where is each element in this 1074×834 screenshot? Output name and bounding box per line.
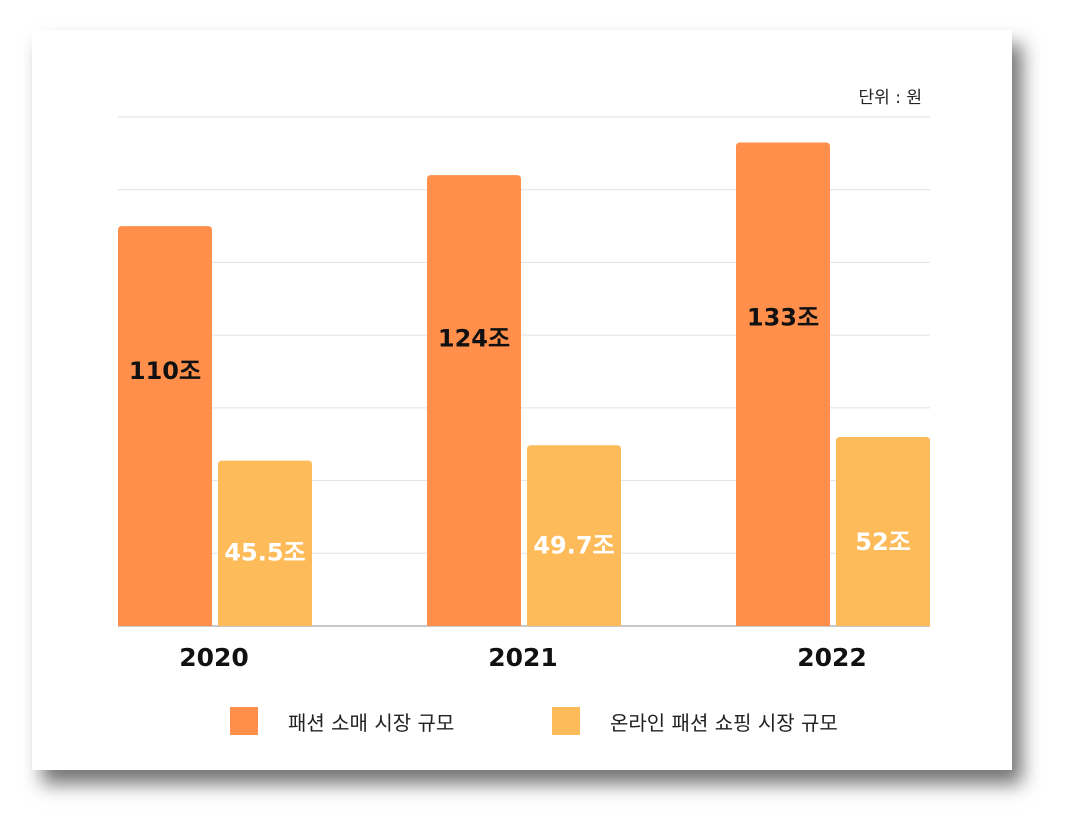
- data-label: 52조: [855, 528, 910, 556]
- bar-online-2020: [218, 460, 312, 626]
- legend: 패션 소매 시장 규모 온라인 패션 쇼핑 시장 규모: [230, 707, 838, 735]
- unit-label: 단위 : 원: [859, 88, 922, 108]
- data-label: 49.7조: [533, 532, 614, 560]
- bar-retail-2021: [427, 175, 521, 626]
- chart: 110조 45.5조 124조 49.7조 133조 52조 2020 2021 2022 패…: [118, 88, 930, 735]
- legend-swatch: [552, 707, 580, 735]
- bar-retail-2022: [736, 142, 830, 626]
- data-label: 124조: [438, 324, 510, 352]
- bar-online-2022: [836, 436, 930, 626]
- x-tick-label: 2022: [797, 643, 867, 672]
- data-label: 110조: [129, 357, 201, 385]
- legend-swatch: [230, 707, 258, 735]
- x-tick-labels: 2020 2021 2022: [179, 643, 867, 672]
- legend-label: 패션 소매 시장 규모: [288, 711, 454, 735]
- data-label: 45.5조: [224, 539, 305, 567]
- legend-label: 온라인 패션 쇼핑 시장 규모: [610, 711, 838, 735]
- x-tick-label: 2021: [488, 643, 558, 672]
- bar-retail-2020: [118, 226, 212, 627]
- x-tick-label: 2020: [179, 643, 249, 672]
- data-label: 133조: [747, 304, 819, 332]
- chart-card: 110조 45.5조 124조 49.7조 133조 52조 2020 2021 2022 패…: [32, 30, 1012, 770]
- data-labels: 110조 45.5조 124조 49.7조 133조 52조: [129, 304, 911, 567]
- bars: [118, 142, 930, 627]
- bar-online-2021: [527, 445, 621, 626]
